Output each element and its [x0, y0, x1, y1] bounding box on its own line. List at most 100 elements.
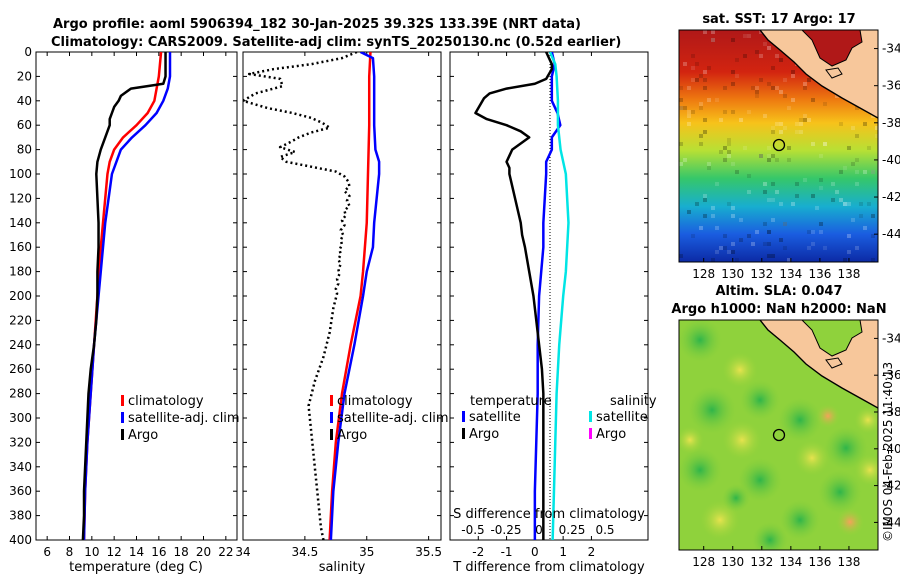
sst-pixel [679, 254, 683, 258]
sst-pixel [723, 110, 727, 114]
sst-pixel [731, 82, 735, 86]
sst-pixel [771, 154, 775, 158]
sst-pixel [863, 170, 867, 174]
sst-pixel [747, 174, 751, 178]
sst-pixel [747, 34, 751, 38]
legend-label: Argo [337, 428, 367, 443]
sla-map: Altim. SLA: 0.047 Argo h1000: NaN h2000:… [671, 284, 900, 569]
sla-anomaly-blob [722, 420, 762, 460]
sla-map-title-1: Altim. SLA: 0.047 [716, 284, 843, 299]
sla-anomaly-blob [738, 458, 782, 502]
sst-pixel [791, 202, 795, 206]
sst-pixel [731, 38, 735, 42]
sst-pixel [859, 214, 863, 218]
sst-pixel [711, 258, 715, 262]
sst-pixel [707, 162, 711, 166]
sst-pixel [835, 94, 839, 98]
sst-pixel [811, 194, 815, 198]
sst-pixel [803, 114, 807, 118]
sst-pixel [835, 190, 839, 194]
salinity-axes [242, 51, 442, 541]
sst-pixel [871, 234, 875, 238]
legend-swatch [462, 411, 465, 422]
sst-pixel [703, 86, 707, 90]
sst-pixel [819, 186, 823, 190]
sst-pixel [707, 166, 711, 170]
sst-pixel [751, 242, 755, 246]
legend-group-temperature: temperature [470, 394, 552, 409]
sst-pixel [811, 98, 815, 102]
map-y-tick-label: -40 [882, 442, 900, 456]
sst-pixel [855, 106, 859, 110]
x-top-tick-label: 0.25 [559, 523, 586, 537]
y-tick-label: 160 [9, 240, 32, 254]
sst-pixel [871, 170, 875, 174]
map-x-tick-label: 132 [750, 555, 773, 569]
legend-swatch [330, 395, 333, 406]
sst-pixel [767, 254, 771, 258]
sst-pixel [763, 222, 767, 226]
sst-pixel [739, 218, 743, 222]
sst-pixel [811, 230, 815, 234]
sst-pixel [803, 82, 807, 86]
sla-anomaly-blob [854, 406, 878, 434]
y-tick-label: 260 [9, 362, 32, 376]
sst-pixel [819, 178, 823, 182]
x-tick-label: 18 [174, 545, 189, 559]
sst-pixel [855, 170, 859, 174]
sst-pixel [735, 74, 739, 78]
sst-gulf [801, 30, 863, 67]
sla-anomaly-blob [688, 386, 736, 434]
sst-pixel [723, 234, 727, 238]
sst-pixel [871, 258, 875, 262]
sst-pixel [783, 94, 787, 98]
sst-pixel [795, 182, 799, 186]
map-y-tick-label: -34 [882, 42, 900, 56]
map-y-tick-label: -44 [882, 227, 900, 241]
x-tick-label: -1 [501, 545, 513, 559]
legend-label: satellite [596, 410, 648, 425]
sla-coastline [759, 320, 878, 409]
sst-pixel [771, 218, 775, 222]
sst-coastline [759, 30, 878, 119]
sst-pixel [723, 246, 727, 250]
sst-pixel [727, 142, 731, 146]
sst-pixel [727, 202, 731, 206]
difference-panel: -2 -1 0 1 2 -0.5 -0.25 0 0.25 0.5 T difference fr… [449, 51, 657, 575]
sst-pixel [679, 106, 683, 110]
x-tick-label: 10 [84, 545, 99, 559]
map-y-tick-label: -38 [882, 116, 900, 130]
sla-anomaly-blob [854, 454, 878, 486]
y-tick-label: 20 [17, 69, 32, 83]
y-tick-label: 40 [17, 94, 32, 108]
legend-label: Argo [469, 427, 499, 442]
x-tick-label: 35 [359, 545, 374, 559]
sst-pixel [783, 222, 787, 226]
map-y-tick-label: -38 [882, 405, 900, 419]
sst-pixel [791, 98, 795, 102]
sla-map-title-2: Argo h1000: NaN h2000: NaN [671, 302, 886, 317]
sst-pixel [799, 118, 803, 122]
legend-swatch [330, 429, 333, 440]
legend-label: climatology [128, 394, 204, 409]
x-top-tick-label: -0.25 [490, 523, 521, 537]
sst-pixel [715, 226, 719, 230]
legend-swatch [121, 395, 124, 406]
sst-pixel [703, 30, 707, 34]
y-tick-label: 360 [9, 484, 32, 498]
legend-label: satellite [469, 410, 521, 425]
sst-pixel [699, 102, 703, 106]
sst-pixel [771, 86, 775, 90]
sst-pixel [771, 254, 775, 258]
sla-anomaly-blob [794, 440, 830, 476]
map-x-tick-label: 134 [779, 267, 802, 281]
sst-pixel [679, 106, 683, 110]
sst-pixel [711, 206, 715, 210]
sst-pixel [751, 86, 755, 90]
sst-pixel [767, 198, 771, 202]
sst-pixel [807, 230, 811, 234]
sst-pixel [771, 182, 775, 186]
sst-pixel [731, 162, 735, 166]
sst-pixel [775, 86, 779, 90]
series-argo [81, 52, 167, 540]
